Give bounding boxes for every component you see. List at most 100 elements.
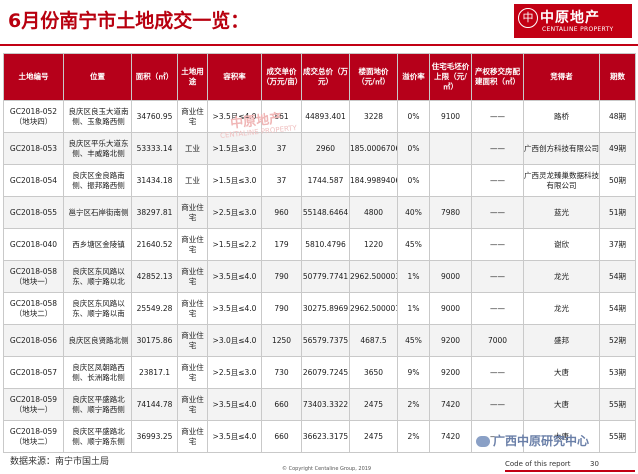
table-cell: 盛邦 <box>523 324 600 357</box>
table-row: GC2018-058（地块二） 良庆区东风路以东、顺宁路以南 25549.28 商业住… <box>3 292 636 325</box>
table-cell: 184.9989406 <box>349 164 398 197</box>
table-cell: GC2018-058（地块二） <box>3 292 64 325</box>
table-cell: 54期 <box>599 292 636 325</box>
table-cell: 56579.7375 <box>301 324 350 357</box>
logo-en-text: CENTALINE PROPERTY <box>542 26 614 33</box>
table-cell: 广西创方科技有限公司 <box>523 132 600 165</box>
land-transaction-table: 土地编号 位置 面积（㎡） 土地用途 容积率 成交单价（万元/亩） 成交总价（万… <box>3 53 636 453</box>
table-cell: 74144.78 <box>131 388 178 421</box>
table-cell: 0% <box>397 132 430 165</box>
table-cell: —— <box>471 132 524 165</box>
table-cell: GC2018-054 <box>3 164 64 197</box>
table-cell: —— <box>471 260 524 293</box>
table-cell: GC2018-053 <box>3 132 64 165</box>
table-cell: 9% <box>397 356 430 389</box>
table-cell: 良庆区东风路以东、顺宁路以南 <box>63 292 132 325</box>
col-header: 容积率 <box>207 53 262 101</box>
table-cell: 45% <box>397 228 430 261</box>
table-cell: 2% <box>397 388 430 421</box>
table-cell: 商业住宅 <box>177 292 208 325</box>
table-cell: 1220 <box>349 228 398 261</box>
report-code: Code of this report <box>505 460 571 468</box>
table-cell: >3.5且≤4.0 <box>207 292 262 325</box>
col-header: 土地编号 <box>3 53 64 101</box>
table-cell: 良庆区平盛路北侧、顺宁路西侧 <box>63 388 132 421</box>
table-cell: 1250 <box>261 324 302 357</box>
table-cell: 大唐 <box>523 420 600 453</box>
table-cell: 商业住宅 <box>177 324 208 357</box>
centaline-logo: 中 中原地产 CENTALINE PROPERTY <box>514 4 632 38</box>
table-cell: 790 <box>261 292 302 325</box>
table-cell: >2.5且≤3.0 <box>207 356 262 389</box>
table-row: GC2018-052（地块四） 良庆区良玉大道南侧、玉象路西侧 34760.95 商业… <box>3 100 636 133</box>
table-row: GC2018-059（地块二） 良庆区平盛路北侧、顺宁路东侧 36993.25 商业住… <box>3 420 636 453</box>
table-cell: >3.0且≤4.0 <box>207 324 262 357</box>
col-header: 位置 <box>63 53 132 101</box>
table-cell: 42852.13 <box>131 260 178 293</box>
table-cell: 2475 <box>349 388 398 421</box>
table-cell: —— <box>471 420 524 453</box>
table-cell: 3228 <box>349 100 398 133</box>
table-cell: 73403.3322 <box>301 388 350 421</box>
table-cell: —— <box>471 164 524 197</box>
col-header: 竞得者 <box>523 53 600 101</box>
table-row: GC2018-057 良庆区凤朝路西侧、长洲路北侧 23817.1 商业住宅 >2.5且… <box>3 356 636 389</box>
table-cell: 龙光 <box>523 260 600 293</box>
table-row: GC2018-058（地块一） 良庆区东风路以东、顺宁路以北 42852.13 商业住… <box>3 260 636 293</box>
table-cell: 37 <box>261 164 302 197</box>
table-cell: 大唐 <box>523 388 600 421</box>
table-cell: —— <box>471 292 524 325</box>
logo-badge: 中 <box>518 8 538 28</box>
table-cell: GC2018-058（地块一） <box>3 260 64 293</box>
table-cell: 2475 <box>349 420 398 453</box>
table-cell: 23817.1 <box>131 356 178 389</box>
table-cell: 37期 <box>599 228 636 261</box>
table-cell: 良庆区金良路南侧、振邦路西侧 <box>63 164 132 197</box>
table-cell: >3.5且≤4.0 <box>207 420 262 453</box>
table-cell: 商业住宅 <box>177 100 208 133</box>
table-cell: >3.5且≤4.0 <box>207 100 262 133</box>
table-cell: 9100 <box>429 100 472 133</box>
table-cell: 7420 <box>429 388 472 421</box>
table-cell: 38297.81 <box>131 196 178 229</box>
table-cell: GC2018-059（地块一） <box>3 388 64 421</box>
table-cell: 2960 <box>301 132 350 165</box>
table-cell: 31434.18 <box>131 164 178 197</box>
page-title: 6月份南宁市土地成交一览： <box>8 10 250 32</box>
table-cell: 37 <box>261 132 302 165</box>
table-cell: >3.5且≤4.0 <box>207 388 262 421</box>
table-cell: 30175.86 <box>131 324 178 357</box>
table-row: GC2018-055 邕宁区石岸街南侧 38297.81 商业住宅 >2.5且≤3.0 9… <box>3 196 636 229</box>
table-cell: >2.5且≤3.0 <box>207 196 262 229</box>
table-cell: 7420 <box>429 420 472 453</box>
table-cell: 179 <box>261 228 302 261</box>
table-cell: 45% <box>397 324 430 357</box>
table-cell: 良庆区平盛路北侧、顺宁路东侧 <box>63 420 132 453</box>
table-cell: 36993.25 <box>131 420 178 453</box>
table-cell: 53333.14 <box>131 132 178 165</box>
table-cell: >1.5且≤2.2 <box>207 228 262 261</box>
col-header: 楼面地价（元/㎡） <box>349 53 398 101</box>
table-row: GC2018-054 良庆区金良路南侧、振邦路西侧 31434.18 工业 >1.5且≤… <box>3 164 636 197</box>
table-cell: 西乡塘区金陵镇 <box>63 228 132 261</box>
col-header: 产权移交房配建面积（㎡） <box>471 53 524 101</box>
col-header: 成交总价（万元） <box>301 53 350 101</box>
table-cell: 21640.52 <box>131 228 178 261</box>
table-cell: —— <box>471 196 524 229</box>
table-cell: 龙光 <box>523 292 600 325</box>
table-cell: —— <box>471 228 524 261</box>
table-cell: 660 <box>261 420 302 453</box>
table-cell: 2962.500003 <box>349 260 398 293</box>
table-cell: 0% <box>397 164 430 197</box>
col-header: 住宅毛坯价上限（元/㎡） <box>429 53 472 101</box>
table-cell: 商业住宅 <box>177 196 208 229</box>
table-cell: GC2018-052（地块四） <box>3 100 64 133</box>
table-row: GC2018-059（地块一） 良庆区平盛路北侧、顺宁路西侧 74144.78 商业住… <box>3 388 636 421</box>
table-cell: 26079.7245 <box>301 356 350 389</box>
table-cell: 广西灵龙臻巢数据科技有限公司 <box>523 164 600 197</box>
table-cell: 7980 <box>429 196 472 229</box>
wechat-name: 广西中原研究中心 <box>493 434 590 448</box>
table-cell <box>429 164 472 197</box>
table-cell: 50779.7741 <box>301 260 350 293</box>
table-cell: 4800 <box>349 196 398 229</box>
